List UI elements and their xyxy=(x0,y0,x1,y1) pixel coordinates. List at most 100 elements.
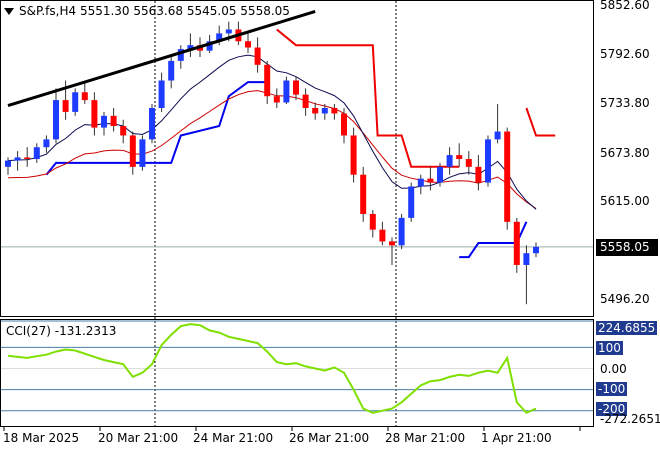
candle-body xyxy=(389,241,395,246)
ema-fast-line xyxy=(7,54,537,210)
candle xyxy=(14,151,21,171)
candle xyxy=(379,221,386,246)
candle-body xyxy=(273,96,280,103)
candle xyxy=(475,155,482,191)
candle-body xyxy=(254,47,261,65)
candle xyxy=(101,111,107,136)
cci-series xyxy=(7,323,537,415)
candle-body xyxy=(14,157,21,161)
candle-body xyxy=(53,100,59,140)
candle xyxy=(120,119,127,144)
time-label: 26 Mar 21:00 xyxy=(289,431,370,445)
candle-body xyxy=(494,131,501,140)
cci-line xyxy=(7,323,537,415)
close-value: 5558.05 xyxy=(240,4,290,18)
candle-body xyxy=(504,131,511,222)
grid-lines xyxy=(1,1,593,426)
candle xyxy=(485,135,491,187)
candle-body xyxy=(513,221,520,265)
candle xyxy=(187,33,194,57)
open-value: 5551.30 xyxy=(79,4,130,18)
candle xyxy=(168,56,175,89)
candle xyxy=(43,135,50,153)
candle-body xyxy=(43,139,50,148)
candle-body xyxy=(475,166,482,183)
candle-body xyxy=(225,29,232,34)
cci-label: CCI(27) -131.2313 xyxy=(6,324,117,338)
candle xyxy=(302,88,309,116)
candle-body xyxy=(101,115,107,128)
candle-body xyxy=(120,126,127,136)
candle xyxy=(81,80,88,105)
candle-body xyxy=(398,217,405,246)
candle-body xyxy=(456,155,463,159)
high-value: 5563.68 xyxy=(133,4,184,18)
price-tick: 5733.80 xyxy=(600,96,650,110)
candle xyxy=(245,33,251,54)
candle xyxy=(264,60,271,105)
candle-body xyxy=(216,33,223,42)
candle xyxy=(273,88,280,108)
candle-body xyxy=(446,155,453,167)
candle xyxy=(446,147,453,175)
candle xyxy=(129,131,136,175)
candle-body xyxy=(437,166,443,183)
cci-tick-min: -272.2651 xyxy=(600,412,660,426)
candle xyxy=(91,92,98,136)
candle xyxy=(321,104,328,120)
candle-body xyxy=(72,92,79,112)
candle-body xyxy=(427,178,434,183)
candle-body xyxy=(81,92,88,101)
candle-body xyxy=(206,41,213,51)
candle-body xyxy=(24,157,31,159)
candle xyxy=(283,76,290,105)
candle xyxy=(369,210,376,238)
symbol-label: S&P.fs,H4 xyxy=(19,4,77,18)
candle xyxy=(5,157,11,175)
time-label: 1 Apr 21:00 xyxy=(481,431,552,445)
candle xyxy=(494,104,501,144)
candle xyxy=(417,174,424,195)
candle-body xyxy=(245,41,251,48)
candle xyxy=(427,166,434,191)
candle-body xyxy=(321,107,328,114)
cci-tick-minus100: -100 xyxy=(596,382,628,396)
candle-body xyxy=(302,94,309,108)
candle-body xyxy=(187,45,194,50)
candle-body xyxy=(341,113,347,136)
candle-body xyxy=(485,139,491,183)
price-tick: 5496.20 xyxy=(600,292,650,306)
candle-body xyxy=(110,115,117,127)
candle-body xyxy=(149,107,155,140)
cci-tick-100: 100 xyxy=(596,341,623,355)
candle-body xyxy=(312,107,319,114)
candle xyxy=(149,104,155,144)
price-tick: 5615.00 xyxy=(600,194,650,208)
candle-body xyxy=(129,135,136,167)
price-tick: 5792.60 xyxy=(600,47,650,61)
candle-body xyxy=(293,80,299,95)
candle-body xyxy=(158,80,165,108)
price-tick: 5852.60 xyxy=(600,0,650,12)
cci-levels xyxy=(1,320,593,412)
cci-tick-minus200: -200 xyxy=(596,402,628,416)
candle xyxy=(437,162,443,187)
candle-body xyxy=(408,186,415,218)
time-label: 20 Mar 21:00 xyxy=(98,431,179,445)
trendline[interactable] xyxy=(7,9,316,108)
candle xyxy=(312,102,319,120)
candle-body xyxy=(369,213,376,230)
candle xyxy=(341,107,347,144)
candle-body xyxy=(33,147,40,159)
price-tick: 5673.80 xyxy=(600,146,650,160)
candle xyxy=(360,166,367,222)
cci-tick-zero: 0.00 xyxy=(600,362,627,376)
candle-body xyxy=(350,135,357,175)
ema-slow-line xyxy=(7,90,537,209)
candle xyxy=(158,72,165,112)
candle-body xyxy=(360,174,367,214)
low-value: 5545.05 xyxy=(186,4,237,18)
candle xyxy=(513,217,520,273)
candle xyxy=(177,45,184,69)
